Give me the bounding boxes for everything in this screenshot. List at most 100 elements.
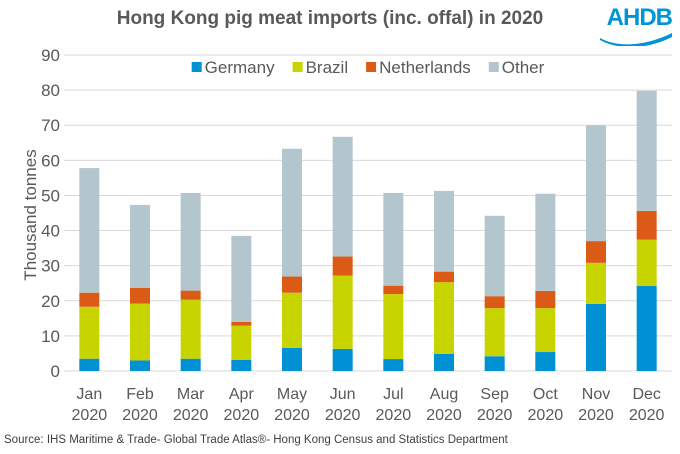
bar-other-feb [130,204,150,288]
bar-other-jan [79,168,100,293]
stacked-bar-chart: 0 10 20 30 40 50 60 70 80 90 Jan 2020 Feb 2020 Mar 202… [21,46,672,424]
bar-brazil-sep [484,308,505,357]
bar-brazil-mar [180,299,201,359]
logo-wave-icon [600,33,672,46]
bar-other-jun [332,136,353,257]
x-tick-label-year: 2020 [173,407,209,424]
y-tick-label: 20 [41,292,60,311]
y-axis-label: Thousand tonnes [21,149,40,280]
bar-other-aug [434,190,454,272]
x-tick-label-month: Jan [76,386,102,403]
bar-germany-feb [130,360,150,371]
legend-swatch-netherlands [366,62,377,72]
legend-swatch-other [488,62,499,72]
legend-label-netherlands: Netherlands [379,58,471,77]
x-tick-label-year: 2020 [224,407,260,424]
x-tick-label-year: 2020 [72,407,108,424]
bar-netherlands-aug [434,271,454,283]
bar-germany-jan [79,358,100,371]
y-tick-label: 70 [41,116,60,135]
legend-swatch-germany [191,62,202,72]
bar-brazil-dec [636,239,657,287]
x-axis-ticks: Jan 2020 Feb 2020 Mar 2020 Apr 2020 May 2020 Jun 20… [72,386,665,424]
bar-other-nov [586,125,606,242]
y-tick-label: 10 [41,327,60,346]
x-tick-label-month: Jun [330,386,356,403]
bars [79,90,657,371]
x-tick-label-year: 2020 [629,407,665,424]
legend-item-other: Other [488,58,545,77]
bar-other-jul [383,192,404,286]
x-tick-label-year: 2020 [426,407,462,424]
x-tick-label-month: Oct [533,386,558,403]
bar-germany-may [282,347,302,371]
y-tick-label: 50 [41,186,60,205]
bar-brazil-may [282,292,302,348]
bar-netherlands-apr [231,321,252,326]
bar-netherlands-dec [636,210,657,240]
x-tick-label-year: 2020 [376,407,412,424]
bar-other-apr [231,235,252,322]
x-tick-label-year: 2020 [578,407,614,424]
legend: Germany Brazil Netherlands Other [191,58,545,77]
bar-other-may [282,148,302,277]
y-tick-label: 80 [41,81,60,100]
bar-brazil-jul [383,294,404,360]
x-tick-label-year: 2020 [477,407,513,424]
x-tick-label-month: Mar [177,386,205,403]
bar-other-oct [535,193,556,291]
source-note: Source: IHS Maritime & Trade- Global Tra… [4,434,508,446]
legend-swatch-brazil [292,62,303,72]
bar-germany-oct [535,352,556,371]
x-tick-label-month: Jul [383,386,403,403]
y-tick-label: 90 [41,46,60,65]
bar-germany-apr [231,359,252,371]
y-tick-label: 40 [41,222,60,241]
x-tick-label-year: 2020 [528,407,564,424]
bar-germany-nov [586,303,606,371]
gridlines [64,54,672,372]
logo-text: AHDB [606,4,673,31]
bar-netherlands-sep [484,296,505,309]
x-tick-label-month: Dec [632,386,660,403]
bar-germany-mar [180,358,201,371]
bar-germany-jul [383,359,404,371]
y-tick-label: 30 [41,257,60,276]
bar-other-sep [484,215,505,297]
bar-germany-sep [484,356,505,371]
bar-brazil-apr [231,325,252,360]
bar-germany-jun [332,348,353,371]
bar-brazil-jan [79,306,100,359]
bar-netherlands-jan [79,292,100,307]
x-tick-label-month: Apr [229,386,255,403]
bar-netherlands-oct [535,290,556,309]
x-tick-label-month: Sep [480,386,509,403]
bar-germany-dec [636,286,657,371]
chart-title: Hong Kong pig meat imports (inc. offal) … [116,8,544,29]
bar-brazil-nov [586,262,606,304]
x-tick-label-year: 2020 [122,407,158,424]
bar-germany-aug [434,353,454,371]
x-tick-label-year: 2020 [325,407,361,424]
x-tick-label-month: Aug [430,386,458,403]
bar-netherlands-jul [383,285,404,295]
legend-label-other: Other [502,58,545,77]
legend-item-germany: Germany [191,58,275,77]
bar-netherlands-mar [180,290,201,300]
bar-netherlands-nov [586,241,606,263]
bar-netherlands-may [282,276,302,293]
bar-brazil-aug [434,282,454,354]
x-tick-label-year: 2020 [274,407,310,424]
x-tick-label-month: Feb [126,386,154,403]
x-tick-label-month: May [277,386,307,403]
legend-label-brazil: Brazil [306,58,349,77]
bar-other-dec [636,90,657,211]
legend-item-netherlands: Netherlands [366,58,471,77]
bar-netherlands-jun [332,256,353,276]
y-tick-label: 0 [51,362,60,381]
bar-brazil-jun [332,275,353,349]
legend-label-germany: Germany [205,58,275,77]
x-tick-label-month: Nov [582,386,610,403]
y-axis-ticks: 0 10 20 30 40 50 60 70 80 90 [41,46,60,381]
